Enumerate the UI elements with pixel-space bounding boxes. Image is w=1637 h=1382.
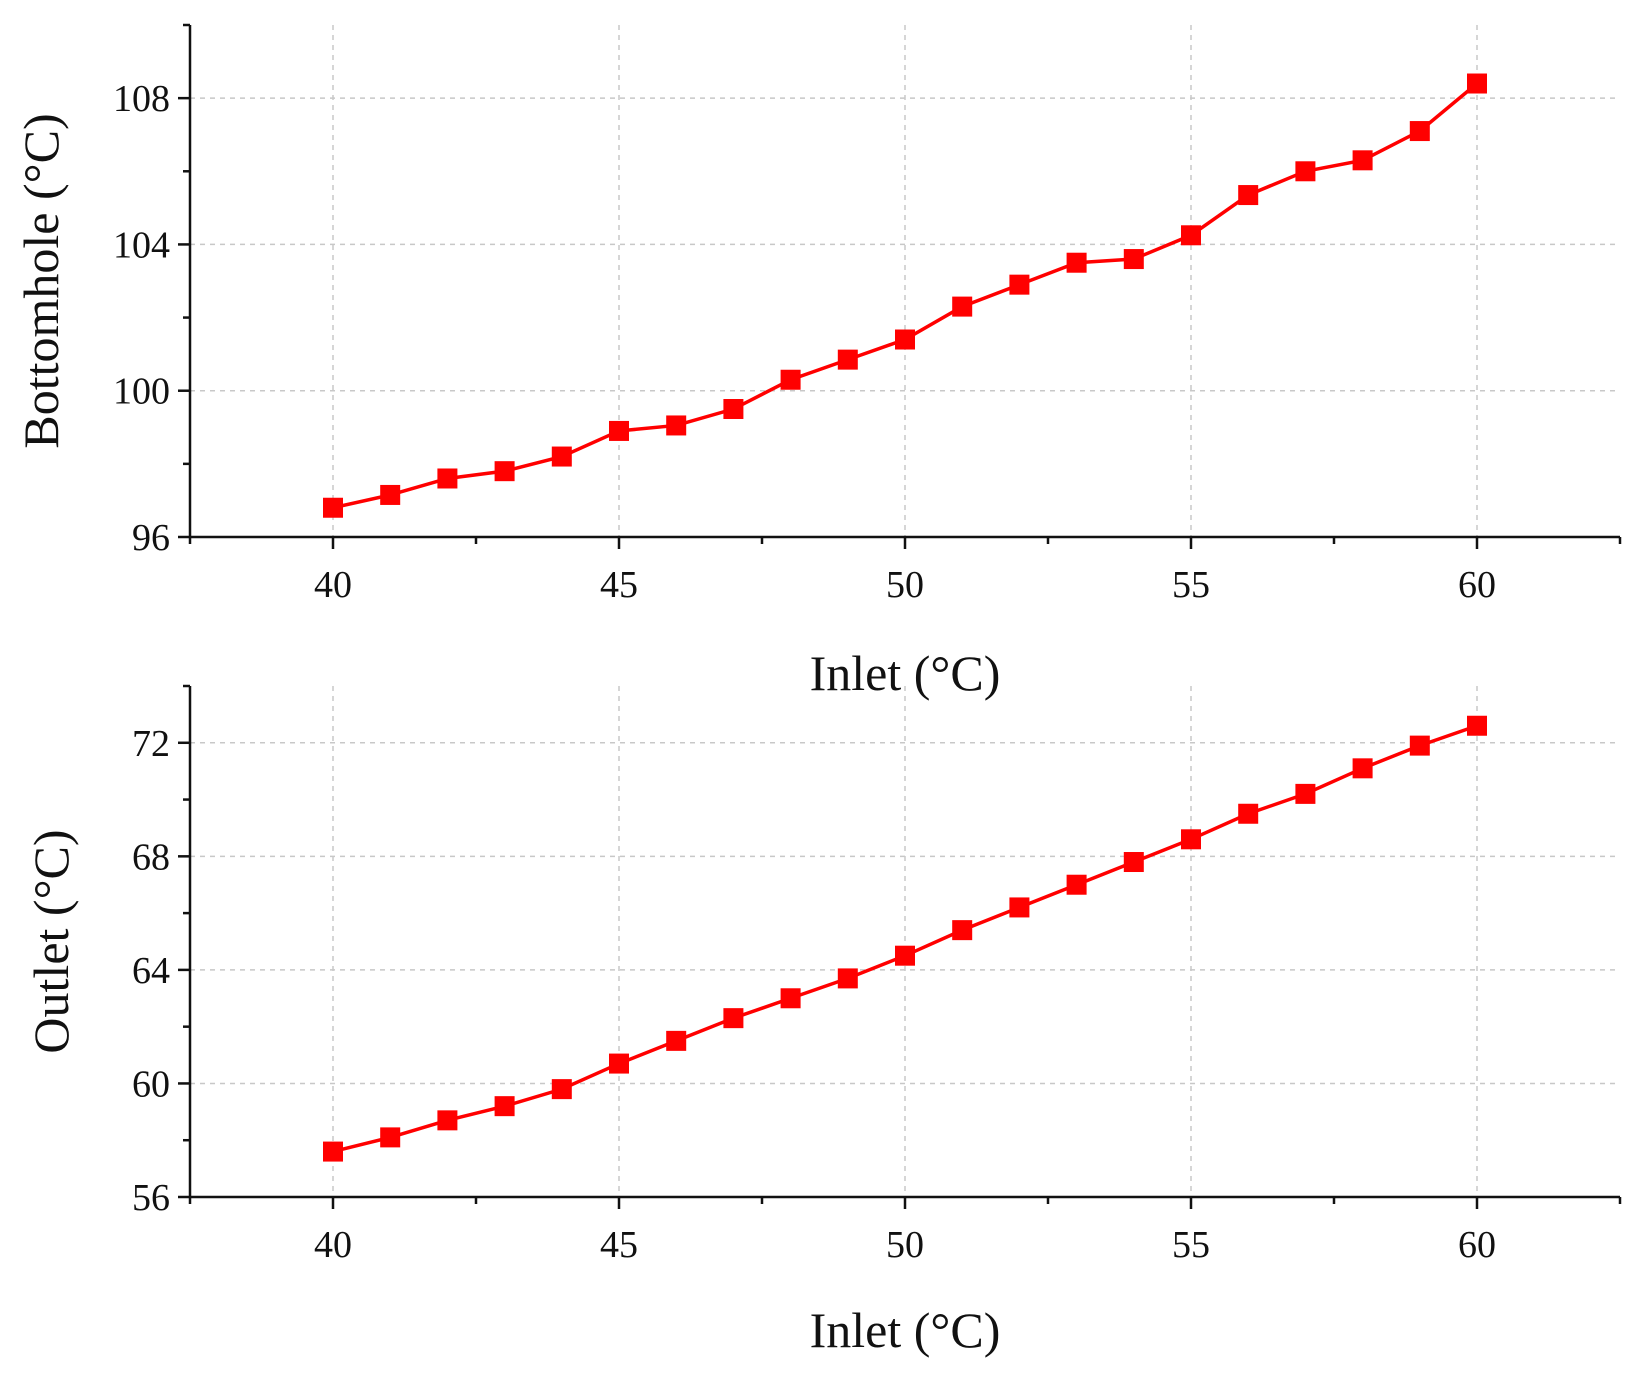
- data-point-marker: [437, 1110, 458, 1131]
- y-axis-title: Bottomhole (°C): [13, 113, 69, 448]
- y-tick-label: 100: [113, 371, 170, 413]
- data-point-marker: [666, 1030, 687, 1051]
- data-point-marker: [494, 1096, 515, 1117]
- y-tick-label: 64: [132, 950, 170, 992]
- data-point-marker: [380, 484, 401, 505]
- data-point-marker: [1009, 274, 1030, 295]
- data-point-marker: [1123, 249, 1144, 270]
- data-point-marker: [380, 1127, 401, 1148]
- data-point-marker: [1066, 874, 1087, 895]
- data-point-marker: [952, 296, 973, 317]
- y-tick-label: 96: [132, 517, 170, 559]
- outlet-chart: 40 45 50 55 60 56 60 64 68 72 Inlet (°C) Outlet (°C…: [23, 684, 1622, 1358]
- data-point-marker: [551, 446, 572, 467]
- data-point-marker: [837, 349, 858, 370]
- x-tick-label: 60: [1458, 564, 1496, 606]
- data-point-marker: [1123, 852, 1144, 873]
- x-tick-label: 55: [1172, 1224, 1210, 1266]
- y-axis-title: Outlet (°C): [23, 829, 79, 1053]
- data-point-marker: [1181, 225, 1201, 246]
- data-point-marker: [723, 1008, 744, 1029]
- data-point-marker: [1352, 150, 1373, 171]
- data-point-marker: [1467, 715, 1487, 736]
- data-point-marker: [1238, 803, 1259, 824]
- data-point-marker: [1352, 758, 1373, 779]
- x-tick-label: 40: [314, 1224, 352, 1266]
- data-point-marker: [323, 1141, 343, 1162]
- data-point-marker: [1181, 829, 1201, 850]
- data-point-marker: [1009, 897, 1030, 918]
- bottomhole-chart: 40 45 50 55 60 96 100 104 108 Inlet (°C) Bottomhol…: [13, 23, 1622, 701]
- data-point-marker: [1467, 73, 1487, 94]
- data-point-marker: [609, 420, 629, 441]
- y-tick-label: 68: [132, 836, 170, 878]
- x-axis-title: Inlet (°C): [810, 1302, 1001, 1358]
- data-point-marker: [1409, 121, 1430, 142]
- x-tick-label: 60: [1458, 1224, 1496, 1266]
- data-point-marker: [837, 968, 858, 989]
- x-tick-label: 50: [886, 1224, 924, 1266]
- data-point-marker: [1295, 161, 1316, 182]
- data-point-marker: [1238, 185, 1259, 206]
- y-tick-label: 56: [132, 1177, 170, 1219]
- data-point-marker: [609, 1053, 629, 1074]
- x-axis-title: Inlet (°C): [810, 645, 1001, 701]
- data-point-marker: [494, 461, 515, 482]
- y-tick-label: 60: [132, 1063, 170, 1105]
- data-point-marker: [666, 415, 687, 436]
- data-point-marker: [1295, 783, 1316, 804]
- y-tick-label: 104: [113, 224, 170, 266]
- x-tick-label: 45: [600, 1224, 638, 1266]
- y-tick-label: 72: [132, 723, 170, 765]
- data-point-marker: [895, 945, 915, 966]
- x-tick-label: 40: [314, 564, 352, 606]
- data-point-marker: [723, 399, 744, 419]
- data-point-marker: [1409, 735, 1430, 756]
- y-tick-label: 108: [113, 78, 170, 120]
- data-point-marker: [895, 329, 915, 350]
- data-point-marker: [437, 468, 458, 489]
- x-tick-label: 45: [600, 564, 638, 606]
- x-tick-label: 55: [1172, 564, 1210, 606]
- data-point-marker: [952, 920, 973, 941]
- data-point-marker: [551, 1079, 572, 1100]
- x-tick-label: 50: [886, 564, 924, 606]
- data-point-marker: [780, 988, 801, 1009]
- data-point-marker: [1066, 252, 1087, 273]
- data-point-marker: [780, 369, 801, 390]
- data-point-marker: [323, 497, 343, 518]
